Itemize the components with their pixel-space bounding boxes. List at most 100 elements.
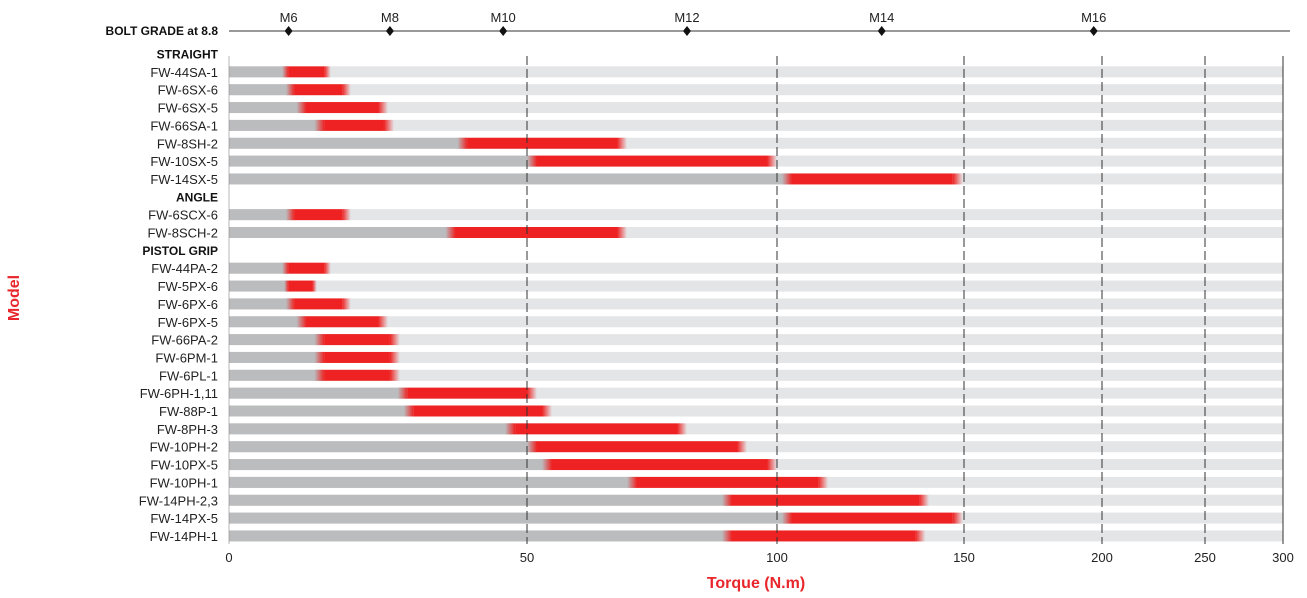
- bolt-grade-m16: M16: [1081, 10, 1106, 25]
- bar-below-range: [229, 369, 325, 381]
- bar-range-end: [542, 405, 552, 417]
- bar-below-range: [229, 84, 295, 96]
- bar-below-range: [229, 494, 732, 506]
- bar-range-start: [314, 119, 325, 131]
- bar-below-range: [229, 405, 414, 417]
- x-tick-label: 100: [766, 550, 788, 565]
- group-header: PISTOL GRIP: [142, 244, 218, 258]
- bar-track: [229, 405, 1283, 417]
- bar-range-start: [722, 530, 732, 542]
- bolt-grade-m10: M10: [491, 10, 516, 25]
- bar-range-start: [627, 476, 637, 488]
- bar-range-start: [527, 441, 537, 453]
- bar-range-start: [445, 227, 456, 238]
- bar-range-start: [285, 84, 295, 96]
- bar-range: [537, 441, 737, 453]
- bar-track: [229, 84, 1283, 96]
- bar-track: [229, 227, 1283, 238]
- bar-below-range: [229, 387, 408, 399]
- bar-below-range: [229, 280, 289, 292]
- bolt-grade-marker: [499, 26, 508, 36]
- bar-track: [229, 316, 1283, 328]
- bar-range-start: [397, 387, 408, 399]
- bar-track: [229, 119, 1283, 131]
- bar-range-end: [919, 494, 930, 506]
- bar-range-start: [314, 351, 325, 363]
- bar-range-end: [617, 137, 627, 149]
- bar-range-end: [677, 423, 687, 435]
- model-label: FW-10PH-1: [150, 475, 218, 490]
- bar-range: [791, 512, 953, 524]
- bar-track: [229, 66, 1283, 78]
- x-tick-label: 0: [225, 550, 232, 565]
- bar-range: [324, 119, 384, 131]
- group-header: STRAIGHT: [157, 48, 219, 62]
- bar-range-start: [282, 66, 289, 78]
- model-label: FW-6SX-5: [158, 101, 218, 116]
- bar-range-start: [781, 173, 792, 185]
- bar-track: [229, 351, 1283, 363]
- bolt-grade-marker: [683, 26, 691, 36]
- bar-range-start: [781, 512, 792, 524]
- bar-below-range: [229, 102, 307, 114]
- bolt-grade-m12: M12: [674, 10, 699, 25]
- bolt-grade-marker: [284, 26, 293, 36]
- model-label: FW-8SCH-2: [147, 226, 218, 241]
- bar-range: [306, 316, 378, 328]
- bar-range-start: [403, 405, 414, 417]
- bar-range-start: [527, 155, 537, 167]
- bar-range: [637, 476, 819, 488]
- model-label: FW-88P-1: [159, 404, 218, 419]
- bar-range-start: [296, 102, 307, 114]
- bolt-grade-m14: M14: [869, 10, 894, 25]
- bar-range-start: [282, 262, 289, 274]
- bar-range-end: [378, 316, 388, 328]
- bar-range: [324, 334, 390, 346]
- bar-below-range: [229, 119, 325, 131]
- bolt-grade-m6: M6: [280, 10, 298, 25]
- bar-range-end: [324, 66, 331, 78]
- bar-range-end: [389, 369, 400, 381]
- bar-track: [229, 137, 1283, 149]
- model-label: FW-6SX-6: [158, 83, 218, 98]
- bar-range: [455, 227, 617, 238]
- bar-track: [229, 423, 1283, 435]
- bar-range-end: [737, 441, 747, 453]
- bar-range-end: [342, 298, 351, 310]
- model-label: FW-10PX-5: [150, 458, 218, 473]
- bar-range-start: [505, 423, 516, 435]
- bolt-grade-marker: [1089, 26, 1098, 36]
- bar-below-range: [229, 459, 552, 471]
- bar-range-start: [722, 494, 732, 506]
- bar-range: [732, 494, 920, 506]
- bar-range-start: [542, 459, 552, 471]
- bar-range: [413, 405, 542, 417]
- model-label: FW-6SCX-6: [148, 208, 218, 223]
- bar-range: [294, 209, 343, 221]
- model-label: FW-14PX-5: [150, 511, 218, 526]
- bar-range: [288, 280, 313, 292]
- bar-below-range: [229, 423, 516, 435]
- bar-range-start: [285, 209, 295, 221]
- bar-range: [552, 459, 767, 471]
- bar-below-range: [229, 512, 792, 524]
- model-label: FW-10SX-5: [150, 154, 218, 169]
- bar-range-end: [389, 334, 400, 346]
- bar-below-range: [229, 316, 307, 328]
- bar-range-end: [818, 476, 829, 488]
- bar-range-end: [915, 530, 926, 542]
- bar-range-end: [767, 459, 777, 471]
- model-label: FW-6PM-1: [155, 350, 218, 365]
- bar-range-end: [389, 351, 400, 363]
- bar-range-end: [952, 173, 963, 185]
- bar-below-range: [229, 476, 637, 488]
- bar-range-end: [342, 84, 351, 96]
- bar-range-end: [527, 387, 537, 399]
- model-label: FW-5PX-6: [158, 279, 218, 294]
- bar-track: [229, 262, 1283, 274]
- bar-range-start: [285, 298, 295, 310]
- bar-track: [229, 387, 1283, 399]
- x-tick-label: 200: [1091, 550, 1113, 565]
- model-label: FW-44SA-1: [150, 65, 218, 80]
